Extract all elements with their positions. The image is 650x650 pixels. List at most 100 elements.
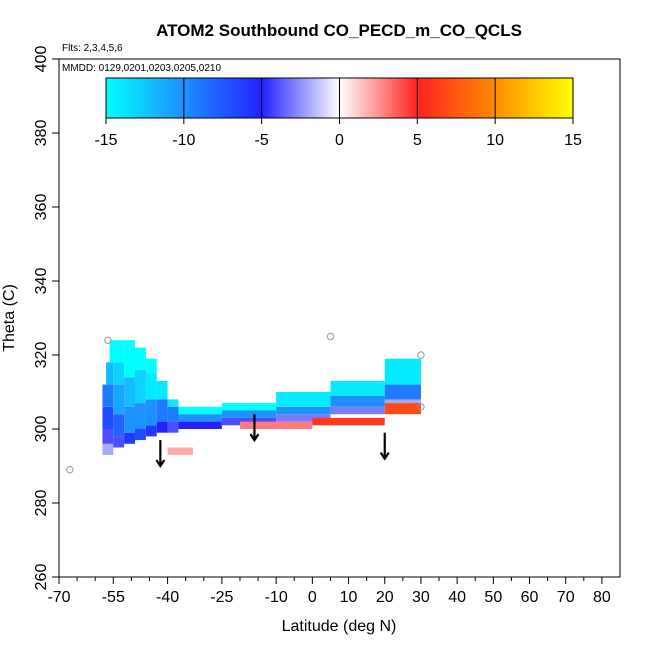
x-axis: -70 -55 -40 -25 -10 0 10 20 30 40 50 60 70 80 bbox=[47, 577, 611, 606]
data-point-marker bbox=[326, 332, 335, 341]
y-tick-label: 320 bbox=[33, 342, 50, 369]
heatmap-cell bbox=[145, 425, 157, 437]
plot-frame bbox=[58, 58, 621, 578]
y-tick-label: 400 bbox=[33, 46, 50, 73]
colorbar-tick-label: 0 bbox=[335, 132, 344, 149]
heatmap-cell bbox=[239, 421, 313, 429]
heatmap-cell bbox=[312, 417, 385, 426]
x-tick-label: 70 bbox=[557, 589, 575, 606]
heatmap-cell bbox=[330, 380, 385, 396]
x-tick-label: -70 bbox=[47, 589, 70, 606]
dates-note: MMDD: 0129,0201,0203,0205,0210 bbox=[62, 63, 221, 74]
heatmap-cell bbox=[167, 406, 179, 422]
y-tick-label: 360 bbox=[33, 194, 50, 221]
colorbar: -15 -10 -5 0 5 10 15 bbox=[94, 77, 582, 149]
y-tick-label: 300 bbox=[33, 416, 50, 443]
heatmap-cell bbox=[167, 447, 193, 455]
heatmap-cell bbox=[135, 429, 146, 441]
heatmap-cell bbox=[124, 340, 136, 378]
heatmap-cell bbox=[330, 406, 385, 415]
heatmap-cell bbox=[145, 399, 157, 426]
heatmap-cell bbox=[330, 395, 385, 407]
down-arrow bbox=[379, 432, 390, 461]
colorbar-tick-label: 10 bbox=[486, 132, 504, 149]
heatmap-cell bbox=[221, 403, 277, 411]
x-tick-label: -55 bbox=[102, 589, 125, 606]
heatmap-cell bbox=[384, 403, 421, 415]
heatmap-cell bbox=[145, 373, 157, 400]
y-tick-label: 280 bbox=[33, 490, 50, 517]
heatmap-cell bbox=[135, 369, 146, 404]
heatmap-cell bbox=[113, 384, 125, 415]
x-tick-label: -10 bbox=[265, 589, 288, 606]
flights-note: Flts: 2,3,4,5,6 bbox=[62, 43, 123, 54]
heatmap-cell bbox=[178, 414, 222, 422]
x-tick-label: -25 bbox=[210, 589, 233, 606]
plot-arrows bbox=[155, 414, 390, 468]
heatmap-cell bbox=[156, 399, 168, 422]
data-point-marker bbox=[417, 351, 425, 359]
heatmap-cell bbox=[113, 436, 125, 448]
down-arrow-head bbox=[249, 433, 260, 443]
heatmap-cell bbox=[167, 421, 179, 433]
y-axis: 260 280 300 320 340 360 380 400 bbox=[33, 46, 59, 591]
heatmap-cell bbox=[102, 384, 114, 407]
heatmap-cell bbox=[102, 429, 114, 444]
heatmap-cell bbox=[276, 406, 331, 415]
x-axis-label: Latitude (deg N) bbox=[282, 618, 397, 635]
heatmap-cell bbox=[135, 403, 146, 429]
y-tick-label: 260 bbox=[33, 564, 50, 591]
colorbar-tick-label: -5 bbox=[255, 132, 269, 149]
down-arrow bbox=[155, 440, 166, 468]
heatmap-cell bbox=[106, 362, 114, 385]
heatmap-cell bbox=[221, 417, 277, 426]
x-tick-label: 0 bbox=[308, 589, 317, 606]
heatmap-cell bbox=[384, 358, 421, 385]
colorbar-tick-label: 15 bbox=[564, 132, 582, 149]
x-tick-label: 80 bbox=[593, 589, 611, 606]
x-tick-label: 60 bbox=[521, 589, 539, 606]
colorbar-tick-label: -15 bbox=[94, 132, 117, 149]
x-tick-label: 20 bbox=[376, 589, 394, 606]
x-tick-label: -40 bbox=[156, 589, 179, 606]
heatmap-cell bbox=[124, 432, 136, 444]
x-tick-label: 40 bbox=[448, 589, 466, 606]
heatmap-cell bbox=[124, 406, 136, 433]
heatmap-cell bbox=[156, 380, 168, 400]
heatmap-cell bbox=[102, 406, 114, 429]
heatmap-cell bbox=[135, 347, 146, 370]
plot-markers bbox=[66, 332, 425, 474]
heatmap-cell bbox=[276, 392, 331, 407]
heatmap-cell bbox=[178, 421, 222, 429]
heatmap-cell bbox=[102, 443, 114, 455]
heatmap-cell bbox=[156, 421, 168, 433]
heatmap-cell bbox=[276, 414, 331, 422]
heatmap-cell bbox=[221, 410, 277, 418]
data-point-marker bbox=[104, 336, 112, 344]
heatmap-cell bbox=[145, 358, 157, 374]
heatmap-cell bbox=[178, 406, 222, 415]
colorbar-tick-label: -10 bbox=[172, 132, 195, 149]
heatmap-cell bbox=[113, 414, 125, 437]
heatmap-cell bbox=[384, 384, 421, 400]
data-point-marker bbox=[66, 466, 74, 474]
down-arrow-head bbox=[379, 451, 390, 461]
x-tick-label: 10 bbox=[340, 589, 358, 606]
heatmap-cell bbox=[124, 377, 136, 407]
heatmap-cell bbox=[384, 399, 421, 407]
heatmap-cell bbox=[109, 340, 125, 363]
data-point-marker bbox=[417, 403, 425, 411]
y-tick-label: 340 bbox=[33, 268, 50, 295]
y-axis-label: Theta (C) bbox=[1, 284, 18, 352]
down-arrow bbox=[249, 414, 260, 443]
x-tick-label: 50 bbox=[484, 589, 502, 606]
plot-cells bbox=[102, 340, 421, 455]
chart-title: ATOM2 Southbound CO_PECD_m_CO_QCLS bbox=[156, 21, 522, 40]
y-tick-label: 380 bbox=[33, 120, 50, 147]
x-tick-label: 30 bbox=[412, 589, 430, 606]
heatmap-cell bbox=[167, 399, 179, 407]
colorbar-tick-label: 5 bbox=[413, 132, 422, 149]
heatmap-cell bbox=[113, 362, 125, 385]
down-arrow-head bbox=[155, 459, 166, 468]
